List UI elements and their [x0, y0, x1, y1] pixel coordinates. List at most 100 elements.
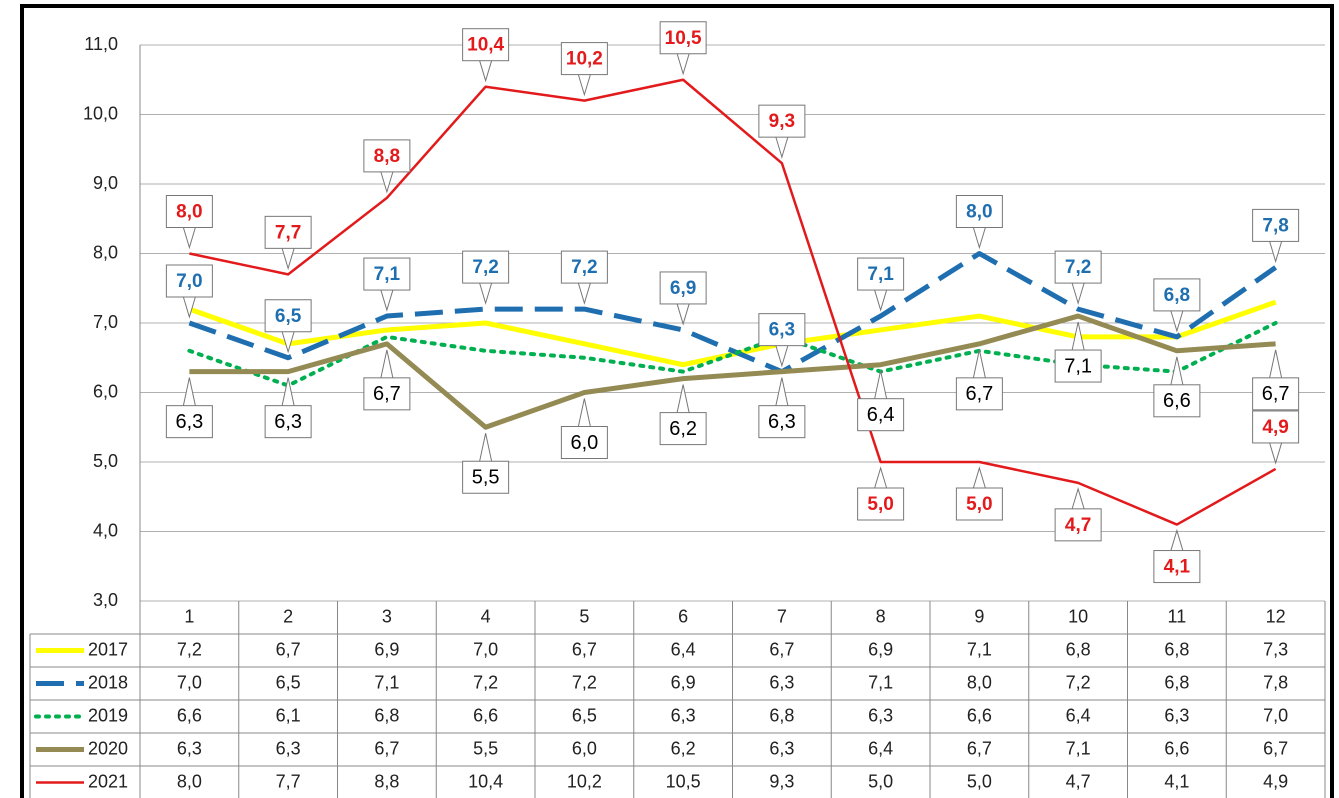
- callout-pointer: [380, 289, 394, 312]
- callout-box: [264, 215, 312, 249]
- table-cell: 7,8: [1263, 672, 1288, 692]
- table-cell: 7,7: [276, 771, 301, 791]
- table-cell: 6,3: [769, 738, 794, 758]
- table-cell: 6,8: [374, 705, 399, 725]
- table-cell: 4,7: [1066, 771, 1091, 791]
- table-cell: 6,9: [868, 639, 893, 659]
- callout-pointer: [577, 74, 591, 97]
- callout-pointer: [775, 137, 789, 159]
- table-cell: 5,5: [473, 738, 498, 758]
- table-cell: 7,2: [177, 639, 202, 659]
- callout-box: [758, 405, 806, 439]
- table-cell: 6,1: [276, 705, 301, 725]
- x-tick-label: 11: [1168, 606, 1187, 626]
- callout-pointer: [479, 433, 493, 462]
- legend-label: 2019: [88, 705, 128, 725]
- callout-box: [955, 195, 1003, 228]
- table-cell: 10,2: [567, 771, 602, 791]
- table-cell: 5,0: [967, 771, 992, 791]
- callout-box: [659, 271, 707, 305]
- table-cell: 6,2: [671, 738, 696, 758]
- callout-box: [264, 405, 312, 439]
- table-cell: 7,0: [177, 672, 202, 692]
- data-label: 8,0: [176, 202, 202, 223]
- x-tick-label: 10: [1068, 606, 1088, 626]
- series-line: [189, 313, 1276, 430]
- callout-box: [363, 139, 411, 173]
- callout-pointer: [281, 331, 295, 354]
- callout-pointer: [182, 296, 196, 319]
- y-tick-label: 5,0: [93, 451, 118, 471]
- data-label: 5,0: [867, 494, 893, 515]
- table-cell: 6,7: [1263, 738, 1288, 758]
- series-line: [188, 251, 1278, 375]
- callout-pointer: [1071, 321, 1085, 351]
- data-label: 6,4: [867, 404, 895, 426]
- callout-pointer: [182, 227, 196, 250]
- table-cell: 7,2: [572, 672, 597, 692]
- callout-box: [462, 250, 510, 284]
- data-label: 7,1: [867, 264, 894, 285]
- callout-pointer: [775, 345, 789, 368]
- table-cell: 6,3: [1164, 705, 1189, 725]
- data-label: 10,2: [566, 49, 603, 70]
- data-label: 4,7: [1065, 515, 1091, 536]
- data-label: 8,0: [966, 202, 992, 223]
- data-label: 6,3: [769, 320, 795, 341]
- data-label: 6,2: [669, 418, 697, 440]
- x-tick-label: 1: [184, 606, 194, 626]
- callout-box: [857, 257, 905, 291]
- table-cell: 6,3: [276, 738, 301, 758]
- x-tick-label: 5: [579, 606, 589, 626]
- data-label: 7,0: [176, 271, 202, 292]
- callout-box: [462, 460, 510, 494]
- callout-pointer: [1269, 442, 1283, 465]
- data-label: 6,6: [1163, 390, 1191, 412]
- x-tick-label: 2: [283, 606, 293, 626]
- table-cell: 7,2: [1066, 672, 1091, 692]
- x-tick-label: 9: [974, 606, 984, 626]
- table-cell: 7,0: [1263, 705, 1288, 725]
- callout-pointer: [577, 282, 591, 305]
- callout-pointer: [1269, 349, 1283, 378]
- table-cell: 9,3: [769, 771, 794, 791]
- data-label: 6,3: [175, 411, 203, 433]
- table-cell: 6,3: [177, 738, 202, 758]
- y-tick-label: 3,0: [93, 590, 118, 610]
- x-tick-label: 4: [481, 606, 491, 626]
- table-cell: 4,1: [1164, 771, 1189, 791]
- table-cell: 6,6: [1164, 738, 1189, 758]
- table-cell: 6,8: [1164, 639, 1189, 659]
- table-cell: 10,4: [468, 771, 503, 791]
- series-line: [188, 299, 1277, 368]
- y-tick-label: 4,0: [93, 520, 118, 540]
- callout-box: [857, 487, 905, 521]
- table-cell: 6,9: [671, 672, 696, 692]
- callout-pointer: [380, 171, 394, 194]
- callout-box: [1153, 550, 1201, 584]
- x-tick-label: 3: [382, 606, 392, 626]
- table-cell: 6,3: [868, 705, 893, 725]
- table-cell: 6,7: [769, 639, 794, 659]
- table-cell: 6,7: [276, 639, 301, 659]
- callout-box: [1054, 250, 1102, 284]
- callout-box: [165, 264, 213, 298]
- callout-box: [363, 257, 411, 291]
- callout-pointer: [479, 282, 493, 305]
- callout-pointer: [676, 384, 690, 413]
- callout-box: [659, 21, 707, 55]
- table-cell: 7,1: [374, 672, 399, 692]
- table-cell: 5,0: [868, 771, 893, 791]
- table-cell: 6,7: [572, 639, 597, 659]
- table-cell: 6,9: [374, 639, 399, 659]
- y-tick-label: 8,0: [93, 242, 118, 262]
- data-label: 7,8: [1262, 215, 1288, 236]
- x-tick-label: 7: [777, 606, 787, 626]
- table-cell: 6,4: [1066, 705, 1091, 725]
- table-cell: 6,3: [769, 672, 794, 692]
- y-tick-label: 11,0: [84, 34, 118, 54]
- table-cell: 10,5: [666, 771, 701, 791]
- table-cell: 6,3: [671, 705, 696, 725]
- callout-box: [560, 426, 608, 459]
